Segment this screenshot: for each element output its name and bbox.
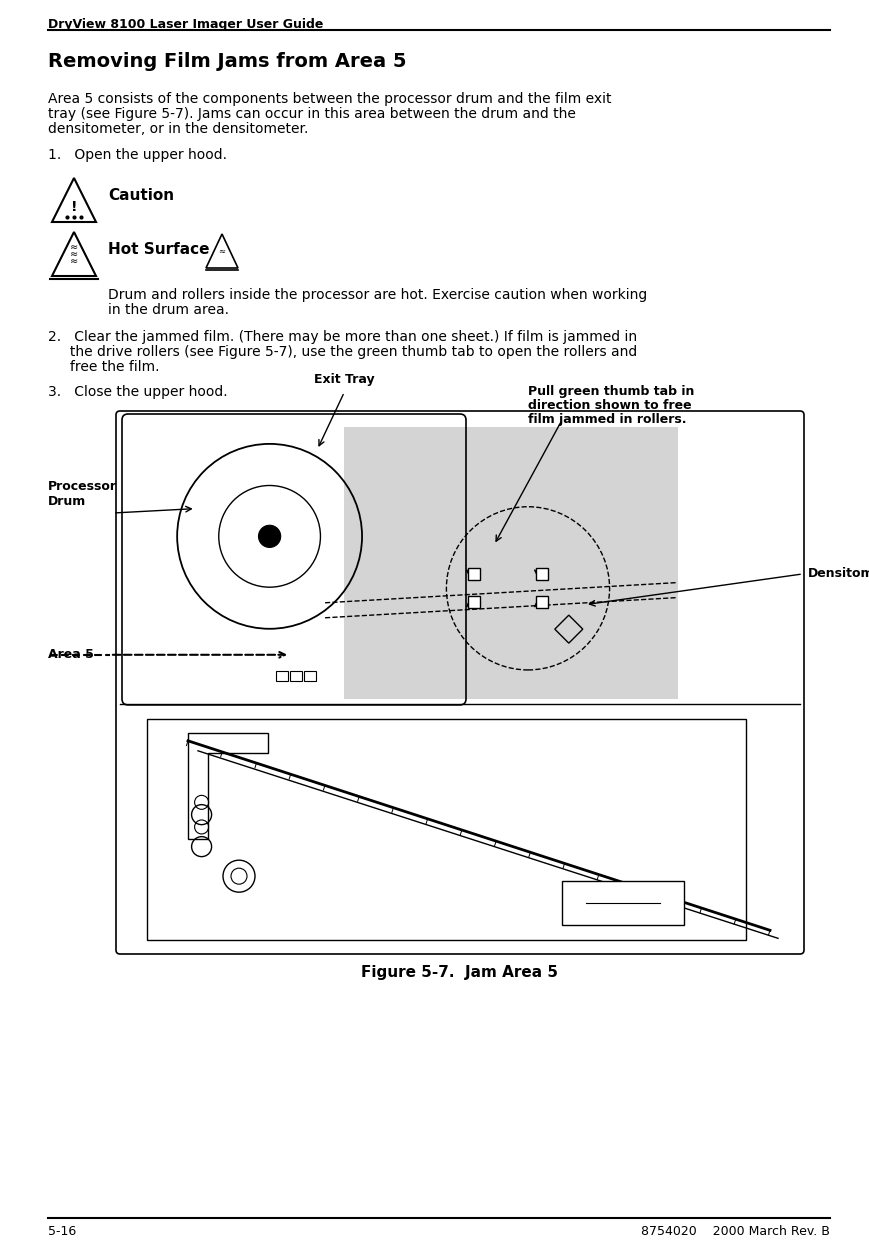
Text: Area 5 consists of the components between the processor drum and the film exit: Area 5 consists of the components betwee… [48, 92, 611, 106]
Text: Caution: Caution [108, 188, 174, 203]
Text: Drum: Drum [48, 495, 86, 508]
Text: Hot Surface: Hot Surface [108, 242, 209, 257]
Text: 3.   Close the upper hood.: 3. Close the upper hood. [48, 384, 228, 399]
Text: ≈: ≈ [218, 247, 225, 256]
Text: ≈: ≈ [70, 250, 78, 260]
Text: film jammed in rollers.: film jammed in rollers. [527, 413, 686, 426]
Text: ≈: ≈ [70, 256, 78, 266]
Text: Processor: Processor [48, 480, 116, 493]
Text: DryView 8100 Laser Imager User Guide: DryView 8100 Laser Imager User Guide [48, 17, 323, 31]
Text: densitometer, or in the densitometer.: densitometer, or in the densitometer. [48, 122, 308, 136]
Bar [561, 881, 684, 925]
Text: !: ! [70, 201, 77, 215]
Text: 8754020    2000 March Rev. B: 8754020 2000 March Rev. B [640, 1226, 829, 1238]
Text: Figure 5-7.  Jam Area 5: Figure 5-7. Jam Area 5 [362, 965, 558, 980]
Bar [147, 719, 745, 940]
Text: ≈: ≈ [70, 242, 78, 252]
Bar [467, 597, 479, 608]
Text: 2.   Clear the jammed film. (There may be more than one sheet.) If film is jamme: 2. Clear the jammed film. (There may be … [48, 329, 636, 344]
Bar [290, 670, 302, 681]
Text: direction shown to free: direction shown to free [527, 399, 691, 412]
Bar [276, 670, 288, 681]
Text: free the film.: free the film. [48, 359, 159, 374]
Text: Pull green thumb tab in: Pull green thumb tab in [527, 384, 693, 398]
Text: the drive rollers (see Figure 5-7), use the green thumb tab to open the rollers : the drive rollers (see Figure 5-7), use … [48, 344, 636, 359]
Bar [467, 568, 479, 580]
Circle shape [258, 525, 281, 548]
Text: Densitometer: Densitometer [807, 568, 869, 580]
Bar [535, 568, 547, 580]
FancyBboxPatch shape [116, 411, 803, 953]
Text: Area 5: Area 5 [48, 648, 94, 661]
Text: tray (see Figure 5-7). Jams can occur in this area between the drum and the: tray (see Figure 5-7). Jams can occur in… [48, 107, 575, 121]
Bar [535, 597, 547, 608]
Bar [344, 427, 677, 699]
Text: in the drum area.: in the drum area. [108, 303, 229, 317]
Text: Removing Film Jams from Area 5: Removing Film Jams from Area 5 [48, 52, 406, 71]
Text: 5-16: 5-16 [48, 1226, 76, 1238]
Bar [304, 670, 316, 681]
Text: 1.   Open the upper hood.: 1. Open the upper hood. [48, 149, 227, 162]
Text: Drum and rollers inside the processor are hot. Exercise caution when working: Drum and rollers inside the processor ar… [108, 288, 647, 302]
Text: Exit Tray: Exit Tray [314, 373, 375, 387]
